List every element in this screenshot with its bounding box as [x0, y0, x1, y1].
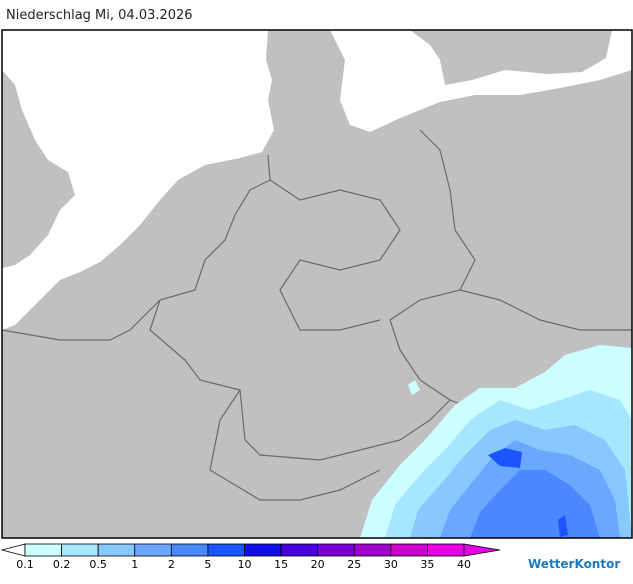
- legend-label: 35: [420, 558, 434, 571]
- legend-label: 5: [204, 558, 211, 571]
- legend-swatch: [353, 543, 392, 557]
- map: [1, 29, 633, 539]
- legend-label: 20: [311, 558, 325, 571]
- legend-label: 2: [168, 558, 175, 571]
- legend-swatch: [24, 543, 62, 557]
- legend-swatch: [134, 543, 172, 557]
- legend-swatch: [317, 543, 355, 557]
- legend-swatch: [61, 543, 99, 557]
- legend-label: 0.1: [16, 558, 34, 571]
- legend-arrow-right: [463, 543, 501, 557]
- precipitation: [360, 345, 632, 538]
- legend-swatch: [207, 543, 245, 557]
- baltic-sea: [330, 30, 632, 132]
- legend-label: 0.5: [89, 558, 107, 571]
- brand-logo: WetterKontor: [528, 557, 620, 571]
- uk: [2, 70, 75, 268]
- legend-label: 1: [131, 558, 138, 571]
- legend-label: 40: [457, 558, 471, 571]
- legend-swatch: [427, 543, 465, 557]
- legend-label: 30: [384, 558, 398, 571]
- title: Niederschlag Mi, 04.03.2026: [6, 8, 193, 23]
- legend-swatch: [97, 543, 136, 557]
- legend-swatch: [170, 543, 209, 557]
- denmark: [300, 30, 340, 95]
- legend-label: 10: [238, 558, 252, 571]
- map-frame: [1, 29, 633, 539]
- north-sea: [2, 30, 274, 330]
- legend-arrow-left: [0, 543, 26, 557]
- legend-swatch: [280, 543, 319, 557]
- legend-label: 0.2: [53, 558, 71, 571]
- legend-swatch: [244, 543, 282, 557]
- legend-swatch: [390, 543, 428, 557]
- legend-label: 15: [274, 558, 288, 571]
- legend: 0.1 0.2 0.5 1 2 5 10 15 20 25 30 35 40: [0, 543, 501, 571]
- legend-label: 25: [347, 558, 361, 571]
